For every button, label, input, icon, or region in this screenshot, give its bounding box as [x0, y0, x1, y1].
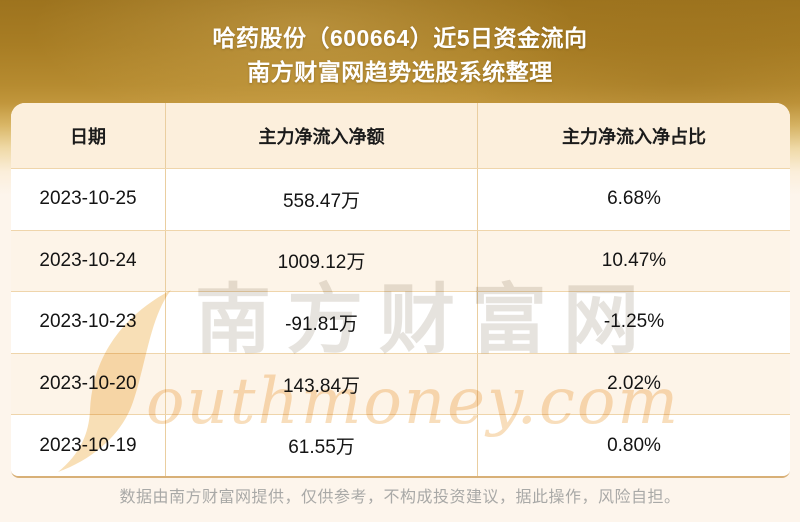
- net-inflow-cell: -91.81万: [166, 292, 478, 353]
- table-row: 2023-10-25 558.47万 6.68%: [11, 168, 790, 230]
- page-subtitle: 南方财富网趋势选股系统整理: [247, 59, 553, 85]
- date-cell: 2023-10-25: [11, 169, 166, 230]
- ratio-cell: -1.25%: [603, 311, 665, 333]
- net-inflow-cell: 143.84万: [166, 353, 478, 415]
- ratio-cell: 10.47%: [601, 249, 667, 271]
- net-inflow-cell: 558.47万: [166, 169, 478, 230]
- date-cell: 2023-10-20: [11, 353, 166, 415]
- date-cell: 2023-10-19: [11, 415, 166, 476]
- title-block: 哈药股份（600664）近5日资金流向 南方财富网趋势选股系统整理: [0, 21, 800, 89]
- date-cell: 2023-10-23: [11, 292, 166, 353]
- ratio-cell: 6.68%: [607, 188, 661, 210]
- table-row: 2023-10-24 1009.12万 10.47%: [11, 229, 790, 292]
- table-header-row: 日期 主力净流入净额 主力净流入净占比: [11, 103, 790, 168]
- fund-flow-table: 日期 主力净流入净额 主力净流入净占比 2023-10-25 558.47万 6…: [11, 103, 790, 478]
- table-row: 2023-10-20 143.84万 2.02%: [11, 352, 790, 415]
- header-net-inflow: 主力净流入净额: [166, 103, 478, 168]
- net-inflow-cell: 61.55万: [166, 415, 478, 476]
- net-inflow-cell: 1009.12万: [166, 230, 478, 292]
- table-row: 2023-10-23 -91.81万 -1.25%: [11, 291, 790, 353]
- page-title: 哈药股份（600664）近5日资金流向: [212, 25, 588, 51]
- ratio-cell: 2.02%: [607, 373, 661, 395]
- table-row: 2023-10-19 61.55万 0.80%: [11, 414, 790, 476]
- date-cell: 2023-10-24: [11, 230, 166, 292]
- header-ratio: 主力净流入净占比: [562, 126, 706, 147]
- ratio-cell: 0.80%: [607, 434, 661, 456]
- header-date: 日期: [11, 103, 166, 168]
- disclaimer-text: 数据由南方财富网提供，仅供参考，不构成投资建议，据此操作，风险自担。: [119, 489, 681, 506]
